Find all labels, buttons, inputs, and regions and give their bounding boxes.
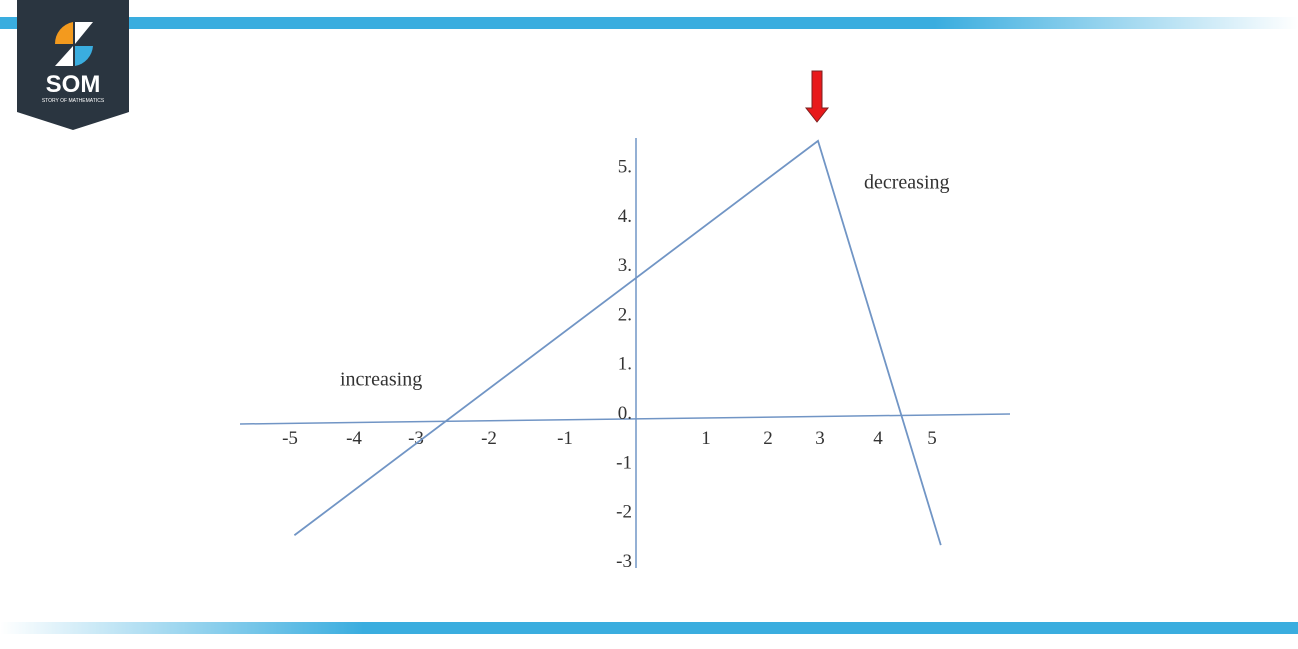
peak-arrow-icon: [804, 70, 830, 123]
bottom-accent-bar: [0, 622, 1298, 634]
annotation-label: decreasing: [864, 171, 950, 193]
x-tick-label: 5: [927, 428, 937, 449]
x-tick-label: -3: [408, 428, 424, 449]
annotation-label: increasing: [340, 368, 422, 390]
top-accent-bar: [0, 17, 1298, 29]
y-tick-label: 3.: [618, 255, 632, 276]
series-line: [293, 139, 942, 546]
x-tick-label: -4: [346, 428, 362, 449]
som-logo: SOM STORY OF MATHEMATICS: [17, 0, 129, 130]
y-tick-label: -2: [616, 502, 632, 523]
x-tick-label: -1: [557, 428, 573, 449]
y-tick-label: 1.: [618, 354, 632, 375]
x-tick-label: 2: [763, 428, 773, 449]
y-tick-label: -3: [616, 551, 632, 572]
y-tick-label: 2.: [618, 304, 632, 325]
logo-text: SOM: [46, 71, 101, 98]
x-tick-label: 4: [873, 428, 883, 449]
y-tick-label: -1: [616, 452, 632, 473]
x-tick-label: 1: [701, 428, 711, 449]
y-tick-label: 5.: [618, 157, 632, 178]
x-axis: [239, 413, 1011, 425]
logo-subtext: STORY OF MATHEMATICS: [42, 98, 105, 104]
y-tick-label: 0.: [618, 403, 632, 424]
x-tick-label: -2: [481, 428, 497, 449]
y-tick-label: 4.: [618, 206, 632, 227]
x-tick-label: -5: [282, 428, 298, 449]
x-tick-label: 3: [815, 428, 825, 449]
arrow-down-icon: [804, 70, 830, 123]
